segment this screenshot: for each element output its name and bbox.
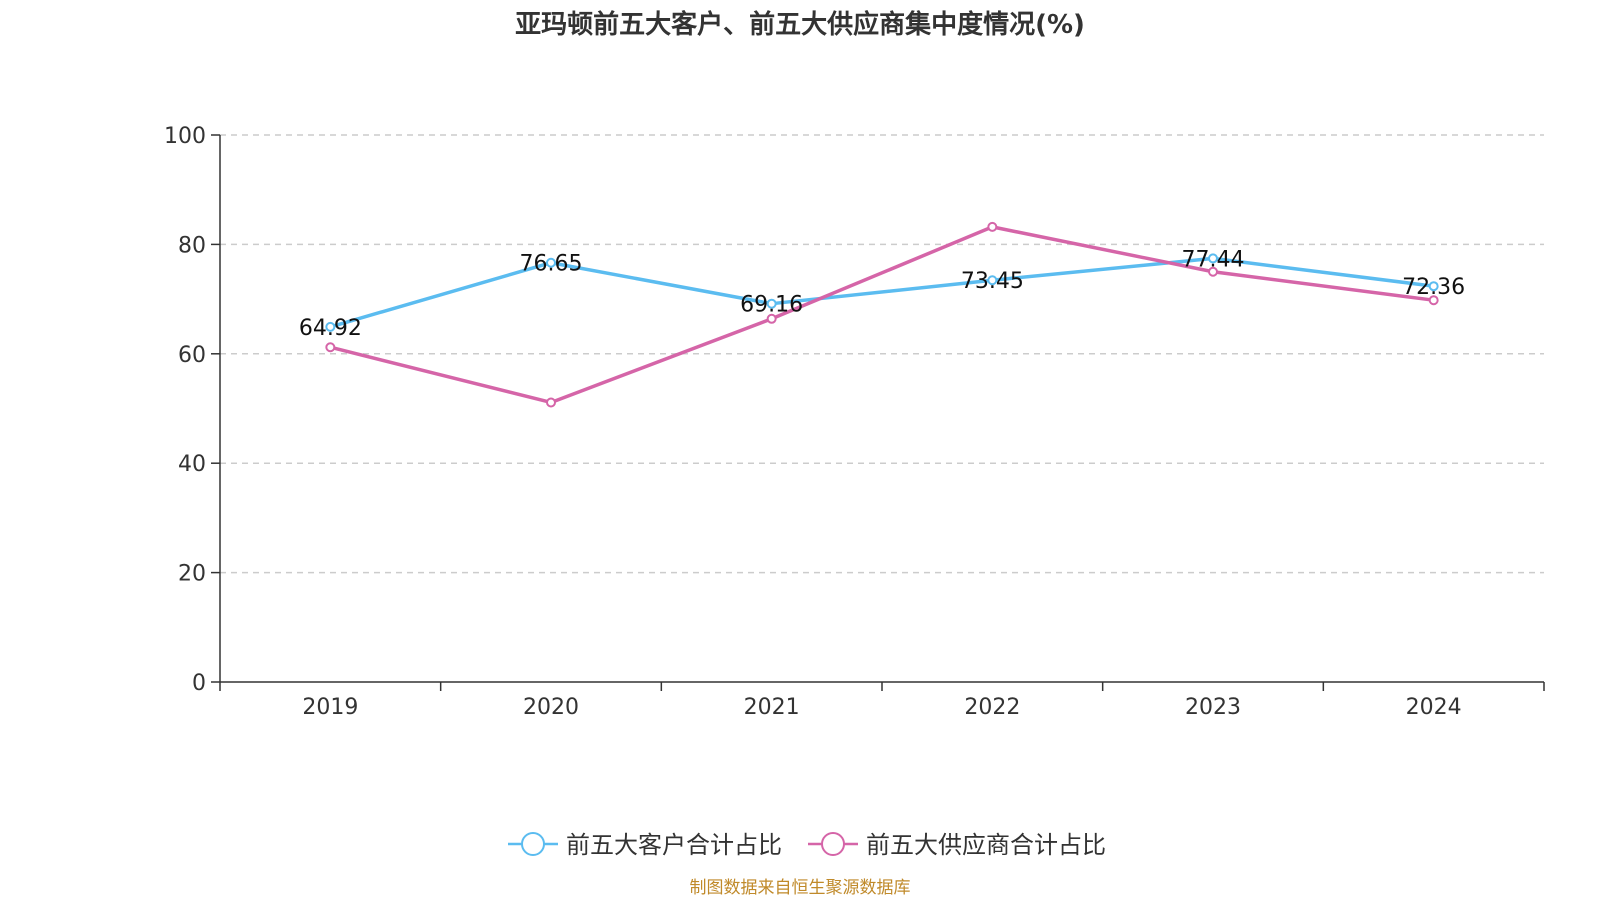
x-tick-label: 2020 — [523, 695, 579, 720]
chart-title: 亚玛顿前五大客户、前五大供应商集中度情况(%) — [515, 9, 1085, 40]
data-point-2[interactable] — [546, 397, 556, 408]
legend[interactable]: 前五大客户合计占比 前五大供应商合计占比 — [508, 831, 1106, 859]
legend-item-1[interactable]: 前五大客户合计占比 — [508, 831, 782, 859]
x-tick-label: 2019 — [302, 695, 358, 720]
x-tick-label: 2024 — [1406, 695, 1462, 720]
data-point-1[interactable] — [1428, 281, 1439, 292]
data-point-2[interactable] — [766, 313, 777, 324]
data-label: 72.36 — [1402, 275, 1465, 300]
data-label: 76.65 — [520, 252, 583, 277]
legend-swatch-marker — [521, 832, 545, 856]
data-point-2[interactable] — [1428, 295, 1439, 306]
legend-label: 前五大客户合计占比 — [566, 831, 782, 859]
y-tick-label: 100 — [164, 124, 206, 149]
legend-item-2[interactable]: 前五大供应商合计占比 — [808, 831, 1106, 859]
data-point-2[interactable] — [325, 342, 336, 353]
series-group — [325, 221, 1439, 408]
legend-label: 前五大供应商合计占比 — [866, 831, 1106, 859]
data-point-2[interactable] — [987, 221, 998, 232]
axes: 0 20 40 60 80 100 2019 2020 2021 2022 2023 2024 — [164, 124, 1545, 720]
data-point-1[interactable] — [325, 321, 336, 332]
y-tick-label: 40 — [178, 452, 206, 477]
data-label: 77.44 — [1182, 247, 1245, 272]
x-tick-label: 2021 — [744, 695, 800, 720]
x-tick-label: 2023 — [1185, 695, 1241, 720]
y-tick-label: 60 — [178, 343, 206, 368]
y-tick-label: 0 — [192, 671, 206, 696]
data-point-1[interactable] — [546, 257, 556, 268]
data-label: 73.45 — [961, 269, 1024, 294]
series-line-1 — [329, 256, 1434, 329]
data-label: 64.92 — [299, 316, 362, 341]
source-note: 制图数据来自恒生聚源数据库 — [690, 878, 911, 898]
data-labels: 64.92 76.65 69.16 73.45 77.44 72.36 — [299, 247, 1465, 340]
data-label: 69.16 — [740, 293, 803, 318]
legend-swatch-marker — [821, 832, 845, 856]
y-tick-label: 80 — [178, 233, 206, 258]
y-tick-label: 20 — [178, 562, 206, 587]
data-point-1[interactable] — [987, 275, 998, 286]
x-tick-label: 2022 — [964, 695, 1020, 720]
gridlines — [220, 134, 1544, 574]
data-point-1[interactable] — [766, 298, 777, 309]
data-point-2[interactable] — [1208, 266, 1218, 277]
series-line-2 — [329, 225, 1434, 405]
data-point-1[interactable] — [1208, 253, 1218, 264]
